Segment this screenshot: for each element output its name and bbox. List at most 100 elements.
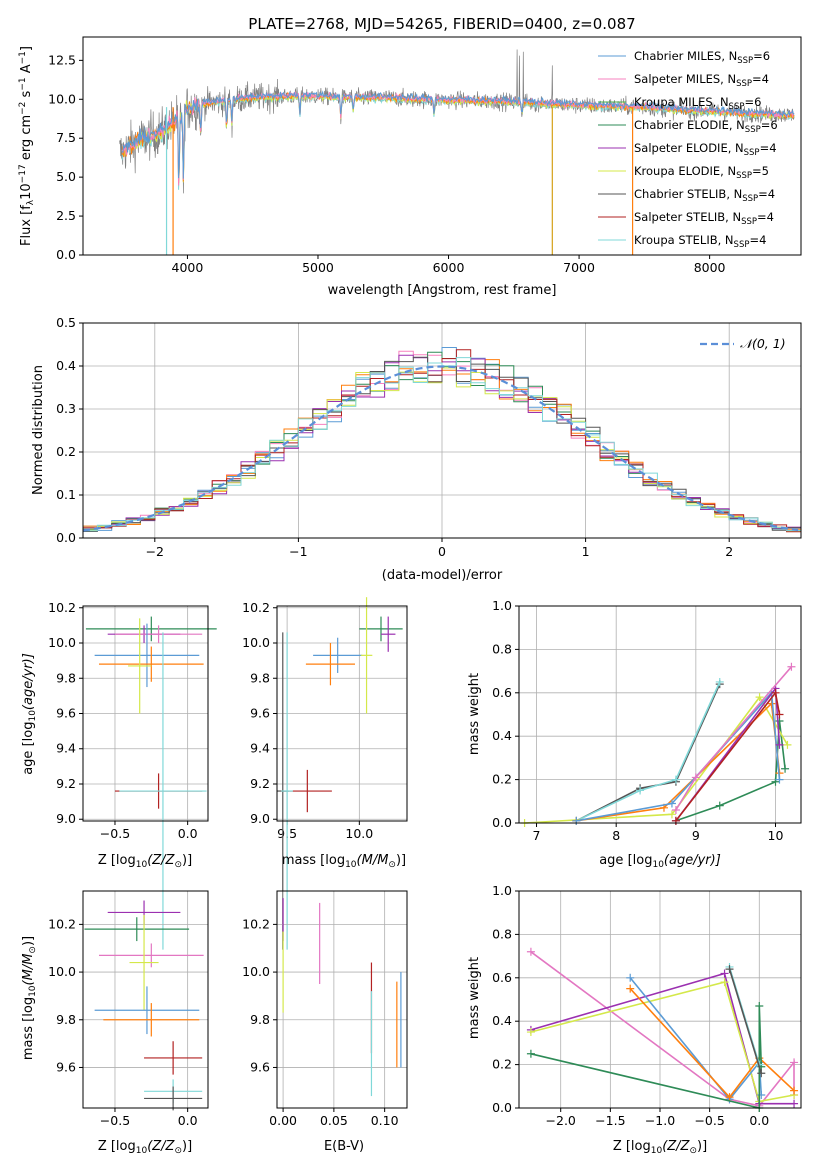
massweight-marker (626, 984, 635, 993)
spectrum-ylabel-exp1: −17 (18, 164, 28, 183)
small-ytick-label: 9.8 (250, 670, 270, 685)
spectrum-title: PLATE=2768, MJD=54265, FIBERID=0400, z=0… (248, 15, 635, 33)
small-xtick-label: 0.10 (371, 1113, 399, 1128)
small-xtick-label: 0.00 (269, 1113, 297, 1128)
small-ytick-label: 9.6 (250, 706, 270, 721)
massweight-marker (720, 969, 729, 978)
small-xtick-label: −1.0 (645, 1113, 675, 1128)
histogram-ylabel: Normed distribution (31, 365, 46, 495)
small-plot-body (84, 900, 204, 1111)
small-xtick-label: 9 (692, 828, 700, 843)
histogram-xtick-label: 0 (438, 544, 446, 559)
massweight-vs-age-panel: 7 8 9 10 0.0 0.2 0.4 0.6 0.8 1.0 (492, 598, 802, 843)
histogram-ticks: −2 −1 0 1 2 0.0 0.1 0.2 0.3 0.4 0.5 (56, 315, 733, 559)
spectrum-legend-label: Chabrier MILES, NSSP=6 (634, 49, 770, 66)
massweight-marker (720, 978, 729, 987)
histogram-xtick-label: 1 (582, 544, 590, 559)
massweight-series-line (576, 683, 721, 822)
massweight-marker (572, 816, 581, 825)
massweight-marker (691, 773, 700, 782)
massweight-series-line (576, 701, 781, 822)
small-ytick-label: 10.0 (242, 964, 270, 979)
small-axes-frame (82, 605, 209, 822)
small-ytick-label: 10.2 (242, 600, 270, 615)
massweight-marker (790, 1058, 799, 1067)
small-xtick-label: 0.0 (178, 826, 198, 841)
spectrum-xtick-label: 6000 (433, 260, 465, 275)
massweight-marker (771, 777, 780, 786)
histogram-ytick-label: 0.0 (56, 530, 76, 545)
massweight-marker (671, 805, 680, 814)
small-ytick-label: 10.0 (242, 635, 270, 650)
small-xtick-label: 10.0 (345, 826, 373, 841)
small-ytick-label: 9.2 (56, 776, 76, 791)
spectrum-ylabel: Flux [fλ10−17 erg cm−2 s−1 A−1] (18, 46, 36, 246)
small-xtick-label: −0.5 (100, 1113, 130, 1128)
small-ytick-label: 0.4 (492, 1013, 512, 1028)
mwZ-xlabel: Z [log10(Z/Z⊙)] (613, 1139, 707, 1156)
small-xtick-label: −0.5 (694, 1113, 724, 1128)
small-ytick-label: 9.8 (250, 1012, 270, 1027)
spectrum-axes-frame (82, 36, 802, 256)
massweight-marker (636, 786, 645, 795)
massweight-series-line (530, 972, 794, 1105)
mZ-xlabel: Z [log10(Z/Z⊙)] (98, 1139, 192, 1156)
massweight-marker (757, 1069, 766, 1078)
small-plot-body (526, 947, 799, 1112)
spectrum-xlabel: wavelength [Angstrom, rest frame] (328, 283, 557, 298)
small-xtick-label: 8 (612, 828, 620, 843)
massweight-marker (781, 764, 790, 773)
spectrum-ytick-label: 7.5 (56, 130, 76, 145)
small-plot-body (520, 662, 796, 827)
histogram-xtick-label: 2 (725, 544, 733, 559)
small-ytick-label: 0.0 (492, 815, 512, 830)
small-ytick-label: 9.6 (56, 706, 76, 721)
small-ytick-label: 1.0 (492, 883, 512, 898)
histogram-xlabel: (data-model)/error (382, 568, 503, 583)
small-xtick-label: −2.0 (546, 1113, 576, 1128)
histogram-legend: 𝒩(0, 1) (700, 336, 786, 351)
small-ytick-label: 0.4 (492, 728, 512, 743)
small-ytick-label: 9.4 (56, 741, 76, 756)
massweight-marker (790, 1086, 799, 1095)
spectrum-legend-label: Chabrier ELODIE, NSSP=6 (634, 118, 778, 135)
mass-vs-ebv-panel: 0.00 0.05 0.10 9.6 9.8 10.0 10.2 (242, 890, 408, 1128)
age-vs-mass-panel: 9.5 10.09.09.29.49.69.810.010.2 (242, 597, 408, 950)
massweight-marker (787, 662, 796, 671)
small-plot-body (85, 616, 217, 950)
histogram-xtick-label: −2 (146, 544, 164, 559)
mwAge-ylabel: mass weight (467, 673, 482, 755)
spectrum-ylabel-A: A (19, 64, 34, 77)
small-ytick-label: 10.0 (48, 635, 76, 650)
spectrum-ylabel-units: erg cm (19, 115, 34, 164)
histogram-ytick-label: 0.2 (56, 444, 76, 459)
massweight-series-line (629, 977, 763, 1101)
small-ytick-label: 10.0 (48, 964, 76, 979)
small-axes-frame (82, 890, 209, 1109)
massweight-series-line (629, 988, 795, 1099)
small-plot-body (282, 898, 402, 1097)
small-ytick-label: 0.2 (492, 1057, 512, 1072)
residual-histogram-panel: −2 −1 0 1 2 0.0 0.1 0.2 0.3 0.4 0.5 (data-model)/e… (31, 315, 802, 583)
spectrum-model-line (121, 90, 795, 179)
small-axes-frame (276, 605, 408, 822)
small-xtick-label: 7 (533, 828, 541, 843)
spectrum-ylabel-main: Flux [f (19, 205, 34, 246)
mwAge-xlabel: age [log10(age/yr)] (599, 853, 721, 870)
small-ytick-label: 10.2 (48, 916, 76, 931)
small-axes-frame (518, 605, 802, 824)
massweight-marker (725, 1093, 734, 1102)
small-ytick-label: 9.2 (250, 776, 270, 791)
massweight-marker (667, 799, 676, 808)
spectrum-legend-label: Salpeter STELIB, NSSP=4 (634, 210, 774, 227)
spectrum-legend-label: Kroupa STELIB, NSSP=4 (634, 233, 766, 250)
ageZ-ylabel: age [log10(age/yr)] (21, 653, 38, 775)
massweight-marker (755, 693, 764, 702)
mE-xlabel: E(B-V) (324, 1139, 364, 1154)
ageM-xlabel: mass [log10(M/M⊙)] (282, 853, 406, 870)
small-ytick-label: 0.2 (492, 772, 512, 787)
spectrum-ylabel-s: s (19, 90, 34, 101)
small-xtick-label: 0.0 (749, 1113, 769, 1128)
small-ytick-label: 10.2 (242, 916, 270, 931)
spectrum-ylabel-sub: λ (26, 199, 36, 205)
